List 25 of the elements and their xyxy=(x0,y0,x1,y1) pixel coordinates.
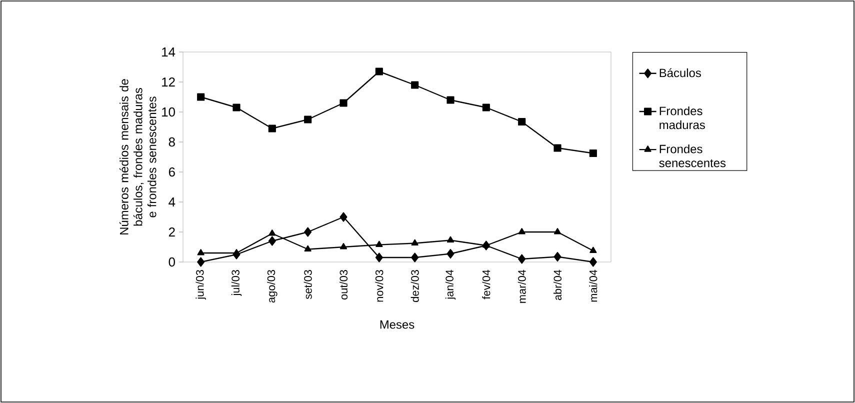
legend-label: Frondes maduras xyxy=(660,106,705,130)
y-tick-label: 14 xyxy=(162,48,176,56)
y-tick-label: 10 xyxy=(162,107,175,117)
x-tick-label: mar/04 xyxy=(518,270,526,303)
x-tick-label: jun/03 xyxy=(196,270,206,300)
legend-label: Báculos xyxy=(660,68,701,78)
x-tick-label: fev/04 xyxy=(482,270,490,300)
x-tick-label: ago/03 xyxy=(267,270,278,303)
y-axis-title: Números médios mensais de báculos, frondes maduras e frondes senescentes xyxy=(119,79,156,234)
y-tick-label: 12 xyxy=(162,77,175,87)
x-tick-label: mai/04 xyxy=(589,270,598,302)
legend-label: Frondes senescentes xyxy=(659,144,726,168)
x-axis-title: Meses xyxy=(380,320,414,329)
y-tick-label: 2 xyxy=(168,227,175,237)
x-tick-label: out/03 xyxy=(339,270,348,300)
x-tick-label: dez/03 xyxy=(410,270,419,302)
y-tick-label: 6 xyxy=(168,167,175,177)
y-tick-label: 8 xyxy=(168,137,175,147)
x-tick-label: jul/03 xyxy=(231,270,242,296)
x-tick-label: set/03 xyxy=(304,270,312,300)
y-tick-label: 0 xyxy=(168,257,175,267)
y-tick-label: 4 xyxy=(168,198,176,206)
x-tick-label: abr/04 xyxy=(553,270,562,300)
x-tick-label: jan/04 xyxy=(445,270,456,300)
x-tick-label: nov/03 xyxy=(375,270,384,302)
